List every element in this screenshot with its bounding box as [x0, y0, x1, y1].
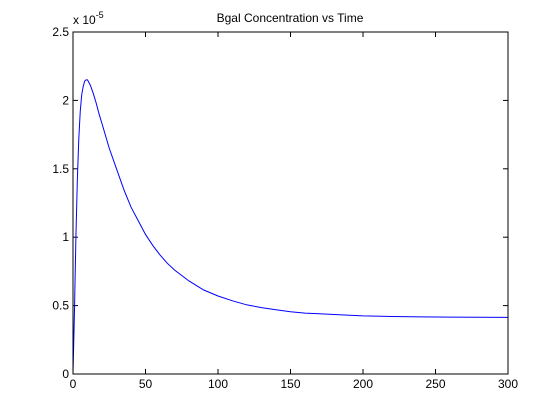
x-tick-label: 0 [70, 377, 77, 391]
x-tick-label: 100 [208, 377, 228, 391]
y-tick-label: 2 [62, 93, 69, 107]
y-tick-label: 1 [62, 230, 69, 244]
x-tick-label: 150 [280, 377, 300, 391]
chart-title: Bgal Concentration vs Time [217, 11, 364, 25]
y-tick-label: 0.5 [52, 299, 69, 313]
x-tick-label: 250 [425, 377, 445, 391]
y-tick-label: 2.5 [52, 25, 69, 39]
plot-background [73, 32, 508, 374]
x-axis: 0 50 100 150 200 250 300 [70, 32, 518, 391]
y-multiplier-exponent: -5 [96, 10, 104, 20]
y-multiplier-label: x 10-5 [73, 10, 104, 27]
y-tick-label: 1.5 [52, 162, 69, 176]
plot-frame [72, 31, 509, 375]
series-line [72, 79, 509, 375]
y-tick-label: 0 [62, 367, 69, 381]
x-tick-label: 200 [353, 377, 373, 391]
x-tick-label: 300 [498, 377, 518, 391]
x-tick-label: 50 [139, 377, 153, 391]
